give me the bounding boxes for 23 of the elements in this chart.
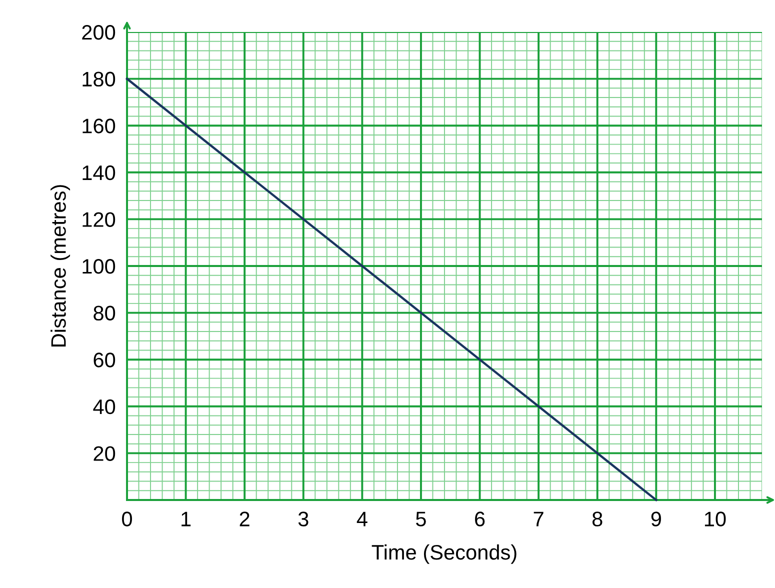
y-tick-label: 160 xyxy=(82,118,116,134)
y-tick-label: 40 xyxy=(93,399,116,414)
y-tick-label: 100 xyxy=(82,259,116,274)
x-axis-title: Time (Seconds) xyxy=(372,544,516,564)
y-axis-title: Distance (metres) xyxy=(50,185,70,346)
y-tick-label: 60 xyxy=(94,352,116,368)
y-tick-label: 140 xyxy=(82,165,116,180)
y-tick-label: 120 xyxy=(82,212,116,227)
x-tick-label: 4 xyxy=(356,512,368,526)
y-tick-label: 180 xyxy=(82,72,116,87)
x-tick-label: 9 xyxy=(651,512,661,526)
x-tick-label: 7 xyxy=(534,512,544,526)
y-tick-label: 20 xyxy=(94,446,116,461)
x-tick-label: 1 xyxy=(182,512,191,526)
x-tick-label: 5 xyxy=(416,512,426,526)
x-tick-label: 2 xyxy=(240,512,250,526)
x-tick-label: 3 xyxy=(298,512,308,526)
x-tick-label: 6 xyxy=(475,512,485,526)
x-tick-label: 0 xyxy=(122,512,132,526)
y-tick-label: 80 xyxy=(94,306,116,321)
x-tick-label: 8 xyxy=(592,512,602,526)
x-tick-label: 10 xyxy=(704,512,726,526)
y-tick-label: 200 xyxy=(82,25,116,40)
